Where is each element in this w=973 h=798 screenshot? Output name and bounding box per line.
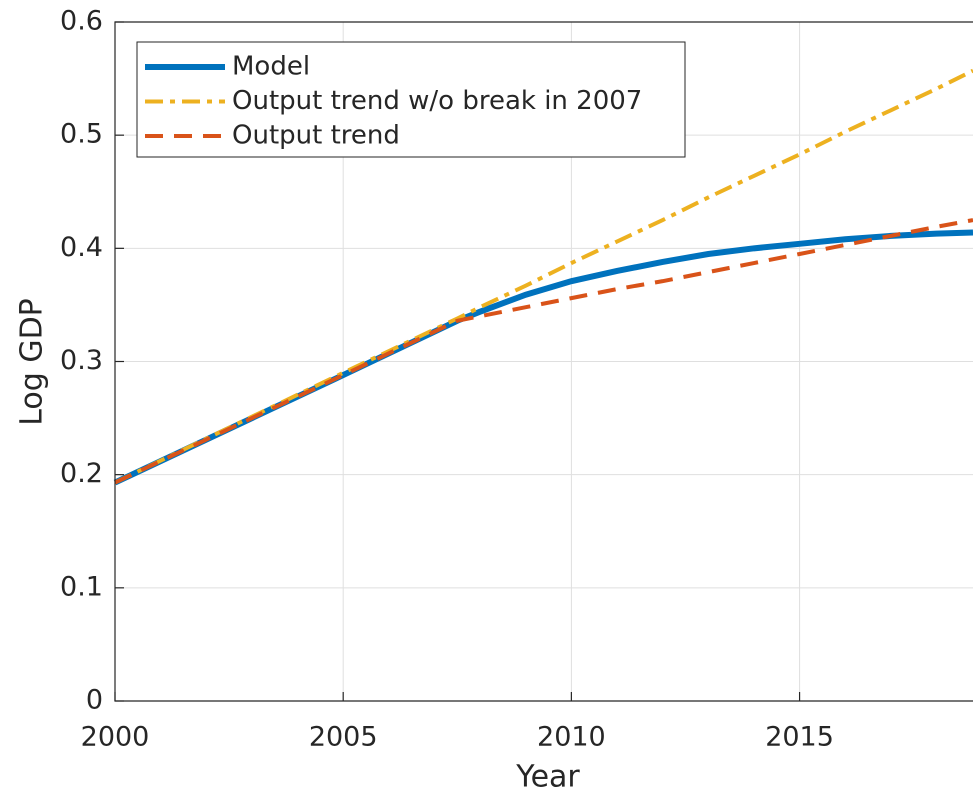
y-axis-label: Log GDP: [15, 298, 50, 426]
x-tick-label: 2015: [765, 722, 834, 753]
y-tick-label: 0.5: [60, 119, 103, 150]
legend-label: Model: [232, 52, 310, 82]
y-tick-label: 0.4: [60, 232, 103, 263]
y-tick-label: 0.1: [60, 571, 103, 602]
x-tick-label: 2005: [309, 722, 378, 753]
legend-label: Output trend w/o break in 2007: [232, 86, 642, 116]
legend-label: Output trend: [232, 121, 400, 151]
x-axis-label: Year: [515, 760, 580, 795]
legend-box: [136, 41, 686, 158]
y-tick-label: 0.2: [60, 458, 103, 489]
y-tick-label: 0: [86, 685, 103, 716]
series-line: [114, 218, 973, 485]
y-tick-label: 0.3: [60, 345, 103, 376]
series-line: [113, 229, 973, 486]
y-tick-label: 0.6: [60, 6, 103, 37]
series-line: [114, 68, 973, 485]
x-tick-label: 2000: [81, 722, 150, 753]
axes-box: [114, 21, 973, 702]
x-tick-label: 2010: [537, 722, 606, 753]
